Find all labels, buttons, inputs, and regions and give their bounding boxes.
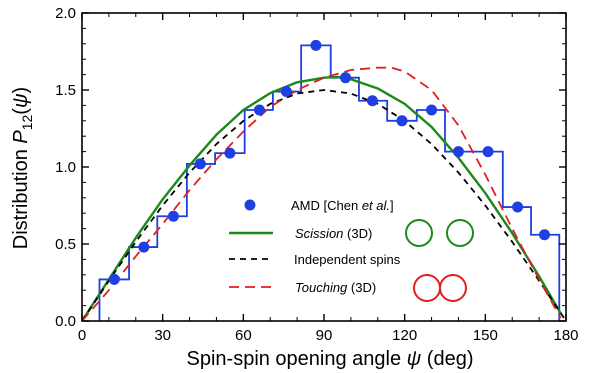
data-point	[108, 273, 120, 285]
legend-label-scission: Scission (3D)	[295, 226, 372, 241]
y-tick-label: 0.0	[55, 313, 76, 330]
series-line-3	[81, 89, 567, 322]
data-point	[366, 95, 378, 107]
x-tick-label: 60	[235, 327, 252, 344]
x-tick-label: 120	[392, 327, 417, 344]
x-tick-label: 90	[316, 327, 333, 344]
x-tick-label: 180	[553, 327, 578, 344]
ticks-layer: 0 30 60 90 120 150 180 0.0 0.5 1.0 1.5 2.0	[55, 5, 578, 344]
data-point	[167, 210, 179, 222]
legend-entry-touching: Touching (3D)	[229, 274, 467, 302]
x-axis-title: Spin-spin opening angle ψ (deg)	[187, 348, 474, 370]
series-line-4	[81, 66, 562, 322]
legend-entry-independent: Independent spins	[229, 252, 401, 267]
y-axis-title: Distribution P12(ψ)	[10, 87, 35, 249]
data-point	[280, 86, 292, 98]
data-point	[452, 146, 464, 158]
data-point	[396, 115, 408, 127]
legend-marker-amd	[244, 199, 256, 211]
data-point	[426, 104, 438, 116]
data-point	[538, 229, 550, 241]
two-separated-circles-icon	[405, 219, 474, 247]
y-tick-label: 2.0	[55, 5, 76, 22]
legend-entry-amd: AMD [Chen et al.]	[244, 198, 394, 213]
data-point	[482, 146, 494, 158]
legend-label-independent: Independent spins	[294, 252, 401, 267]
data-point	[253, 104, 265, 116]
legend-label-touching: Touching (3D)	[295, 280, 376, 295]
legend-label-amd: AMD [Chen et al.]	[291, 198, 394, 213]
series-line-2	[80, 75, 562, 322]
legend: AMD [Chen et al.] Scission (3D) Independ…	[229, 198, 474, 302]
y-tick-label: 1.5	[55, 82, 76, 99]
legend-entry-scission: Scission (3D)	[229, 219, 474, 247]
y-tick-label: 0.5	[55, 236, 76, 253]
data-point	[194, 158, 206, 170]
y-tick-label: 1.0	[55, 159, 76, 176]
x-tick-label: 30	[154, 327, 171, 344]
x-tick-label: 0	[78, 327, 86, 344]
data-point	[512, 201, 524, 213]
data-point	[340, 72, 352, 84]
data-point	[138, 241, 150, 253]
series-layer	[80, 39, 567, 322]
x-tick-label: 150	[473, 327, 498, 344]
data-point	[224, 147, 236, 159]
data-point	[310, 39, 322, 51]
two-touching-circles-icon	[413, 274, 467, 302]
